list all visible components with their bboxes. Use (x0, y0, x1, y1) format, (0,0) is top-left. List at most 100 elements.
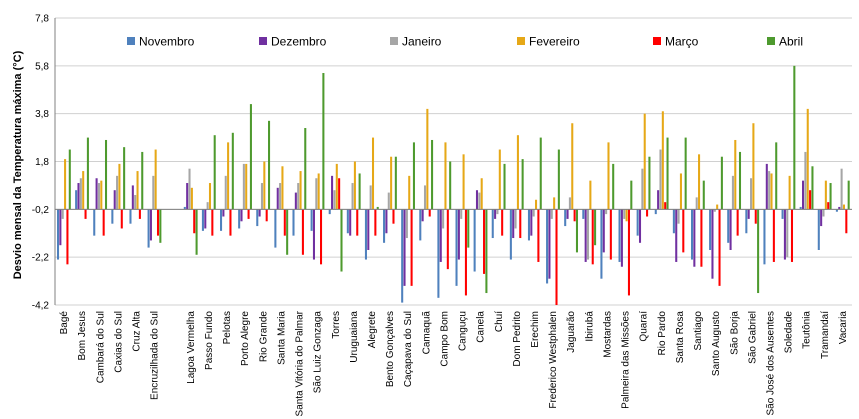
bar (736, 209, 739, 236)
x-tick-label: São José dos Ausentes (765, 311, 776, 416)
bar (320, 209, 323, 265)
bar (750, 178, 753, 210)
bar (684, 137, 687, 210)
bar (383, 209, 386, 243)
bar (444, 142, 447, 210)
bar (594, 209, 597, 246)
y-tick-label: -0,2 (32, 205, 50, 216)
bar (729, 209, 732, 250)
bar (190, 187, 193, 210)
bar (765, 163, 768, 210)
bar (845, 209, 848, 234)
x-tick-label: Santo Augusto (711, 311, 722, 376)
bar (695, 197, 698, 210)
x-tick-label: Rio Pardo (657, 311, 668, 356)
bar (376, 206, 379, 210)
bar (840, 168, 843, 210)
bar (245, 163, 248, 210)
bar (734, 139, 737, 210)
bar (527, 209, 531, 241)
bar (600, 209, 603, 279)
bar (335, 163, 338, 210)
bar (256, 209, 259, 227)
bar (467, 209, 470, 248)
bar (220, 209, 223, 231)
bar (711, 209, 714, 279)
bar (123, 147, 126, 210)
x-tick-label: Camaquã (421, 311, 432, 355)
bar (208, 183, 212, 210)
bar (394, 156, 397, 210)
bar (188, 168, 191, 210)
bar (129, 209, 132, 224)
x-tick-label: Teutônia (802, 311, 813, 349)
gridlines (55, 17, 852, 306)
bar (449, 161, 452, 210)
bar (279, 183, 282, 210)
bar (358, 173, 361, 210)
bar (605, 209, 608, 215)
bar (351, 183, 354, 210)
bar (641, 168, 644, 210)
bar (530, 209, 533, 236)
bar (720, 156, 723, 210)
legend-label: Março (665, 35, 699, 49)
bar (75, 190, 78, 210)
bar (820, 209, 823, 227)
bar (356, 209, 359, 236)
bar (835, 209, 838, 212)
y-axis-label: Desvio mensal da Temperatura máxima (°C) (12, 50, 24, 279)
bar (738, 151, 742, 210)
bar (211, 209, 214, 236)
bar (636, 209, 639, 236)
x-tick-label: Encruzilhada do Sul (150, 311, 161, 400)
bar (788, 175, 791, 210)
bar (847, 180, 850, 210)
bar (369, 185, 372, 210)
bar (457, 209, 460, 260)
y-tick-label: -4,2 (32, 301, 50, 312)
bar (535, 199, 538, 210)
bar (301, 209, 304, 255)
bar (829, 183, 832, 210)
bar (102, 209, 105, 236)
bar (56, 209, 60, 260)
x-tick-label: Alegrete (367, 311, 378, 349)
bar (66, 209, 69, 265)
bar (263, 161, 266, 210)
bar (310, 209, 313, 231)
bar (498, 149, 501, 210)
bar (625, 209, 628, 222)
bar (95, 178, 98, 210)
legend-label: Novembro (139, 35, 195, 49)
bar (555, 209, 558, 305)
bar (134, 194, 137, 210)
bar (514, 209, 517, 229)
bar (138, 209, 141, 219)
bar (698, 154, 701, 210)
bar (509, 209, 512, 260)
bar (111, 209, 114, 224)
bar (392, 209, 395, 224)
bar (401, 209, 404, 303)
legend-swatch (653, 37, 661, 45)
bar (460, 209, 463, 219)
bar (573, 209, 576, 222)
x-tick-label: Palmeira das Missões (621, 311, 632, 409)
bar (238, 209, 241, 229)
x-tick-label: Caçapava do Sul (403, 311, 414, 387)
bar (648, 156, 651, 210)
bar (516, 135, 519, 210)
x-tick-label: Dom Pedrito (512, 311, 523, 367)
y-tick-labels: 7,8 5,8 3,8 1,8 -0,2 -2,2 -4,2 (32, 14, 50, 312)
bar (783, 209, 786, 260)
bar (664, 202, 667, 210)
x-tick-label: Santiago (693, 311, 704, 351)
x-tick-label: Campo Bom (439, 311, 450, 367)
bar (757, 209, 760, 294)
bar (772, 209, 775, 262)
legend-swatch (517, 37, 525, 45)
bar (100, 180, 103, 210)
